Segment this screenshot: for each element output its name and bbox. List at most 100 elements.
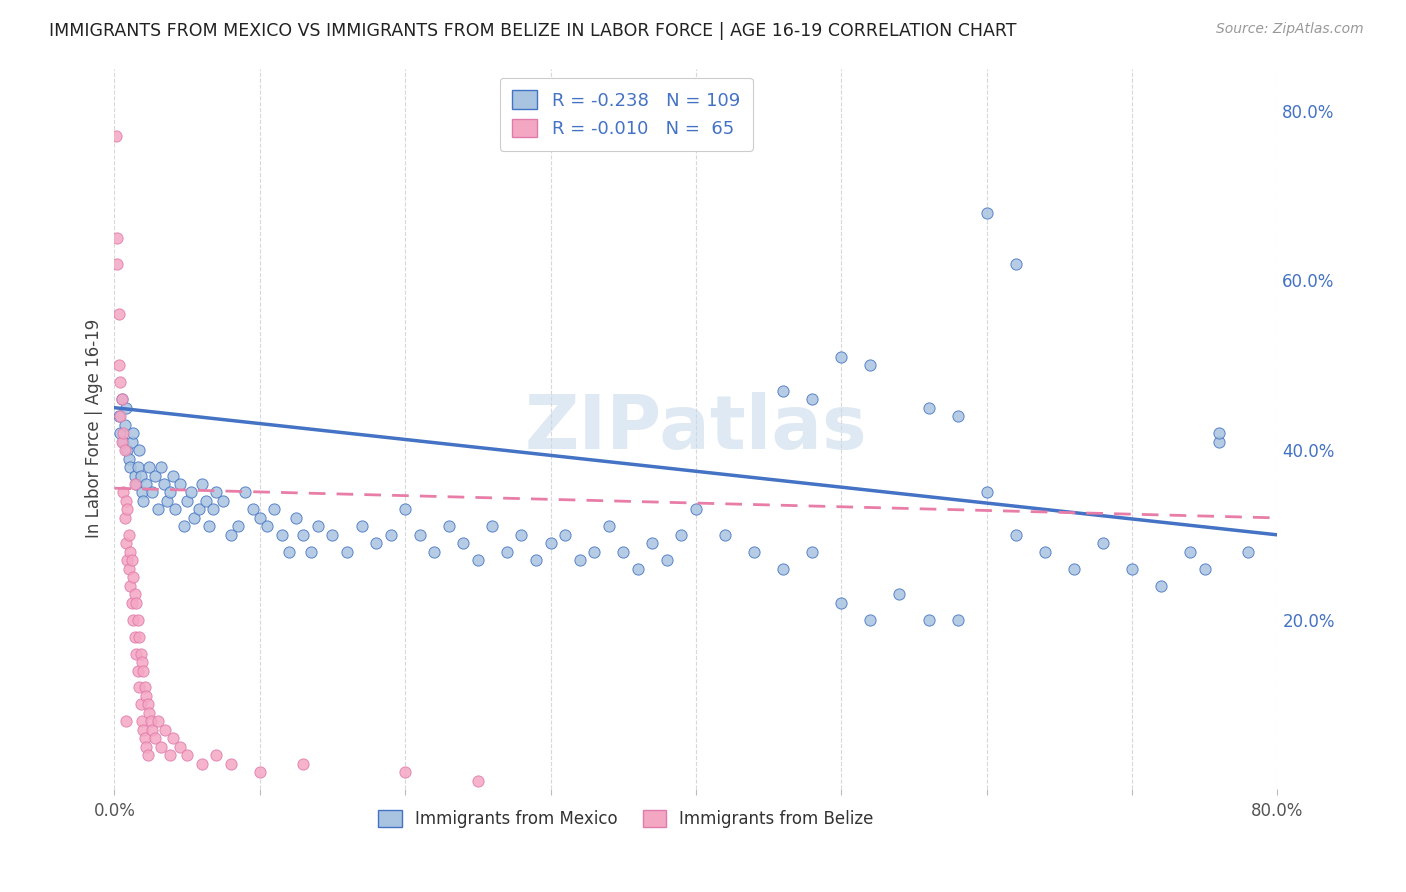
Point: [112, 426, 135, 441]
Point: [125, 596, 148, 610]
Point: [859, 359, 882, 373]
Point: [437, 519, 460, 533]
Point: [149, 739, 172, 754]
Point: [859, 613, 882, 627]
Point: [205, 485, 228, 500]
Point: [976, 485, 998, 500]
Point: [1121, 562, 1143, 576]
Point: [115, 714, 138, 729]
Point: [124, 587, 146, 601]
Point: [104, 129, 127, 144]
Point: [111, 392, 134, 407]
Point: [169, 477, 191, 491]
Point: [149, 460, 172, 475]
Point: [143, 468, 166, 483]
Point: [1091, 536, 1114, 550]
Point: [132, 664, 155, 678]
Point: [946, 613, 969, 627]
Point: [772, 384, 794, 398]
Point: [115, 494, 138, 508]
Point: [830, 350, 852, 364]
Point: [159, 748, 181, 763]
Point: [612, 545, 634, 559]
Point: [917, 613, 939, 627]
Point: [176, 494, 198, 508]
Point: [121, 553, 143, 567]
Point: [112, 434, 135, 449]
Point: [772, 562, 794, 576]
Point: [627, 562, 650, 576]
Point: [120, 545, 142, 559]
Legend: Immigrants from Mexico, Immigrants from Belize: Immigrants from Mexico, Immigrants from …: [371, 804, 880, 835]
Point: [946, 409, 969, 424]
Point: [107, 409, 129, 424]
Point: [138, 706, 160, 720]
Point: [364, 536, 387, 550]
Point: [131, 655, 153, 669]
Point: [118, 562, 141, 576]
Point: [125, 477, 148, 491]
Point: [111, 434, 134, 449]
Point: [105, 256, 128, 270]
Point: [1150, 579, 1173, 593]
Point: [219, 528, 242, 542]
Point: [110, 409, 132, 424]
Point: [830, 596, 852, 610]
Point: [122, 613, 145, 627]
Point: [277, 545, 299, 559]
Point: [1004, 256, 1026, 270]
Point: [124, 477, 146, 491]
Point: [510, 528, 533, 542]
Point: [110, 426, 132, 441]
Point: [453, 536, 475, 550]
Point: [111, 392, 134, 407]
Point: [394, 502, 416, 516]
Y-axis label: In Labor Force | Age 16-19: In Labor Force | Age 16-19: [86, 319, 103, 539]
Point: [195, 494, 218, 508]
Point: [128, 630, 150, 644]
Point: [1004, 528, 1026, 542]
Point: [219, 756, 242, 771]
Point: [162, 731, 184, 746]
Point: [138, 460, 160, 475]
Point: [127, 613, 149, 627]
Point: [190, 756, 212, 771]
Point: [598, 519, 620, 533]
Point: [285, 511, 308, 525]
Point: [180, 485, 202, 500]
Point: [467, 553, 489, 567]
Point: [117, 502, 139, 516]
Point: [115, 536, 138, 550]
Point: [136, 748, 159, 763]
Point: [350, 519, 373, 533]
Point: [1208, 434, 1230, 449]
Point: [226, 519, 249, 533]
Point: [1178, 545, 1201, 559]
Point: [128, 443, 150, 458]
Point: [889, 587, 911, 601]
Point: [685, 502, 707, 516]
Point: [135, 739, 157, 754]
Point: [524, 553, 547, 567]
Point: [127, 664, 149, 678]
Point: [112, 485, 135, 500]
Point: [655, 553, 678, 567]
Point: [121, 596, 143, 610]
Point: [976, 205, 998, 219]
Point: [190, 477, 212, 491]
Point: [117, 553, 139, 567]
Point: [249, 511, 271, 525]
Point: [105, 231, 128, 245]
Point: [202, 502, 225, 516]
Point: [481, 519, 503, 533]
Point: [496, 545, 519, 559]
Point: [120, 460, 142, 475]
Point: [107, 359, 129, 373]
Point: [242, 502, 264, 516]
Point: [156, 494, 179, 508]
Point: [409, 528, 432, 542]
Point: [641, 536, 664, 550]
Point: [114, 443, 136, 458]
Point: [132, 723, 155, 737]
Point: [256, 519, 278, 533]
